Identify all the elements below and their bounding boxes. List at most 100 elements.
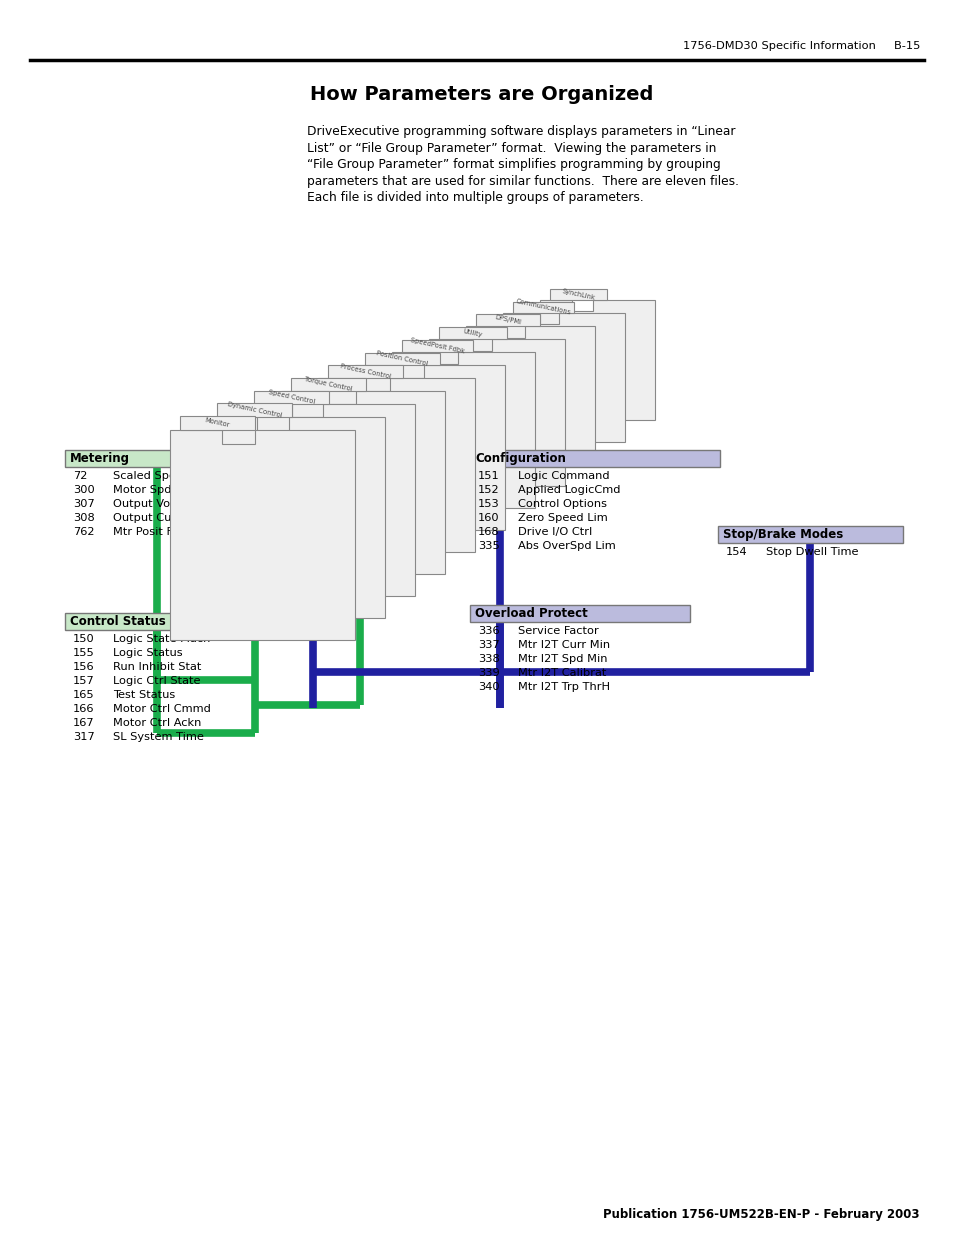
Text: 165: 165 — [73, 690, 94, 700]
Text: Stop/Brake Modes: Stop/Brake Modes — [722, 528, 842, 541]
Text: Logic State Mach: Logic State Mach — [112, 634, 211, 644]
Text: Mtr I2T Spd Min: Mtr I2T Spd Min — [517, 654, 607, 664]
Polygon shape — [281, 392, 444, 574]
Text: 1001: 1001 — [286, 561, 314, 571]
Polygon shape — [476, 314, 540, 326]
Text: SL System Rev: SL System Rev — [326, 576, 410, 585]
Polygon shape — [317, 378, 475, 552]
Text: “File Group Parameter” format simplifies programming by grouping: “File Group Parameter” format simplifies… — [307, 158, 720, 172]
Text: How Parameters are Organized: How Parameters are Organized — [310, 85, 653, 104]
Text: Scaled Spd Fdbk: Scaled Spd Fdbk — [112, 471, 208, 481]
Text: Mtr Posit Fdbk: Mtr Posit Fdbk — [112, 527, 193, 537]
Text: 337: 337 — [477, 640, 499, 650]
Text: 1002: 1002 — [286, 576, 314, 585]
Text: 155: 155 — [73, 648, 94, 658]
Text: Mtr I2T Calibrat: Mtr I2T Calibrat — [517, 667, 606, 677]
Polygon shape — [539, 300, 655, 420]
Text: 2214: 2214 — [286, 589, 314, 599]
Text: Output Voltage: Output Voltage — [112, 498, 199, 508]
Text: Motor Ctrl Cmmd: Motor Ctrl Cmmd — [112, 704, 211, 713]
Text: Configuration: Configuration — [475, 452, 565, 465]
Polygon shape — [502, 313, 624, 443]
Bar — [718, 526, 902, 543]
Text: Output Current: Output Current — [112, 513, 199, 523]
Text: 160: 160 — [477, 513, 499, 523]
Text: 340: 340 — [477, 682, 499, 692]
Text: 317: 317 — [73, 732, 94, 742]
Polygon shape — [438, 327, 506, 339]
Text: Stop Dwell Time: Stop Dwell Time — [765, 547, 858, 557]
Polygon shape — [513, 302, 574, 313]
Text: Service Factor: Service Factor — [517, 626, 598, 636]
Text: Communications: Communications — [515, 298, 571, 316]
Bar — [277, 526, 442, 543]
Polygon shape — [291, 378, 366, 392]
Text: 1756-DMD30 Specific Information     B-15: 1756-DMD30 Specific Information B-15 — [682, 41, 919, 51]
Text: 308: 308 — [73, 513, 94, 523]
Bar — [65, 613, 248, 630]
Text: 307: 307 — [73, 498, 94, 508]
Text: Abs OverSpd Lim: Abs OverSpd Lim — [517, 541, 615, 551]
Text: Metering: Metering — [70, 452, 130, 465]
Polygon shape — [253, 390, 329, 404]
Text: Process Control: Process Control — [339, 363, 391, 380]
Text: 762: 762 — [73, 527, 94, 537]
Polygon shape — [170, 430, 355, 640]
Text: List” or “File Group Parameter” format.  Viewing the parameters in: List” or “File Group Parameter” format. … — [307, 142, 716, 154]
Text: Logic Ctrl State: Logic Ctrl State — [112, 676, 200, 686]
Text: 338: 338 — [477, 654, 499, 664]
Text: 166: 166 — [73, 704, 94, 713]
Text: Publication 1756-UM522B-EN-P - February 2003: Publication 1756-UM522B-EN-P - February … — [603, 1208, 919, 1221]
Polygon shape — [207, 416, 385, 618]
Text: SL System Time: SL System Time — [112, 732, 204, 742]
Text: 152: 152 — [477, 485, 499, 495]
Polygon shape — [216, 403, 292, 416]
Text: VPL Firmware Rev: VPL Firmware Rev — [326, 547, 427, 557]
Text: Speed Control: Speed Control — [268, 389, 314, 405]
Text: 72: 72 — [73, 471, 88, 481]
Polygon shape — [429, 339, 564, 486]
Polygon shape — [355, 365, 504, 530]
Text: Motor Ctrl Ackn: Motor Ctrl Ackn — [112, 718, 201, 728]
Bar — [470, 450, 720, 467]
Text: 150: 150 — [73, 634, 94, 644]
Text: Applied LogicCmd: Applied LogicCmd — [517, 485, 619, 495]
Text: Motor Spd Fdbk: Motor Spd Fdbk — [112, 485, 203, 495]
Text: SynchLink Rev: SynchLink Rev — [326, 561, 409, 571]
Polygon shape — [244, 404, 415, 595]
Bar — [65, 450, 248, 467]
Text: Logic Status: Logic Status — [112, 648, 182, 658]
Text: Run Inhibit Stat: Run Inhibit Stat — [112, 663, 201, 672]
Text: PMI OS Version: PMI OS Version — [326, 589, 411, 599]
Text: SpeedPosit Fdbk: SpeedPosit Fdbk — [410, 337, 465, 354]
Polygon shape — [401, 339, 473, 352]
Text: Dynamic Control: Dynamic Control — [227, 401, 282, 419]
Text: Position Control: Position Control — [375, 351, 428, 367]
Text: Mtr I2T Curr Min: Mtr I2T Curr Min — [517, 640, 610, 650]
Text: 154: 154 — [725, 547, 747, 557]
Text: parameters that are used for similar functions.  There are eleven files.: parameters that are used for similar fun… — [307, 174, 739, 188]
Text: Utility: Utility — [462, 328, 483, 338]
Text: Torque Control: Torque Control — [304, 377, 353, 393]
Text: 153: 153 — [477, 498, 499, 508]
Bar — [470, 605, 689, 622]
Text: 167: 167 — [73, 718, 94, 728]
Text: 314: 314 — [286, 547, 307, 557]
Text: DriveExecutive programming software displays parameters in “Linear: DriveExecutive programming software disp… — [307, 126, 735, 138]
Text: Each file is divided into multiple groups of parameters.: Each file is divided into multiple group… — [307, 191, 643, 204]
Polygon shape — [550, 290, 607, 300]
Text: Zero Speed Lim: Zero Speed Lim — [517, 513, 607, 523]
Text: Logic Command: Logic Command — [517, 471, 609, 481]
Text: Control Options: Control Options — [517, 498, 606, 508]
Polygon shape — [328, 365, 402, 378]
Text: SynchLink: SynchLink — [561, 288, 596, 301]
Text: Mtr I2T Trp ThrH: Mtr I2T Trp ThrH — [517, 682, 610, 692]
Polygon shape — [465, 326, 595, 464]
Text: Control Status: Control Status — [70, 615, 166, 628]
Text: Drive Data: Drive Data — [283, 528, 354, 541]
Text: Drive I/O Ctrl: Drive I/O Ctrl — [517, 527, 592, 537]
Polygon shape — [180, 416, 254, 430]
Polygon shape — [392, 352, 535, 508]
Text: DPS/PMI: DPS/PMI — [494, 314, 521, 326]
Text: 168: 168 — [477, 527, 499, 537]
